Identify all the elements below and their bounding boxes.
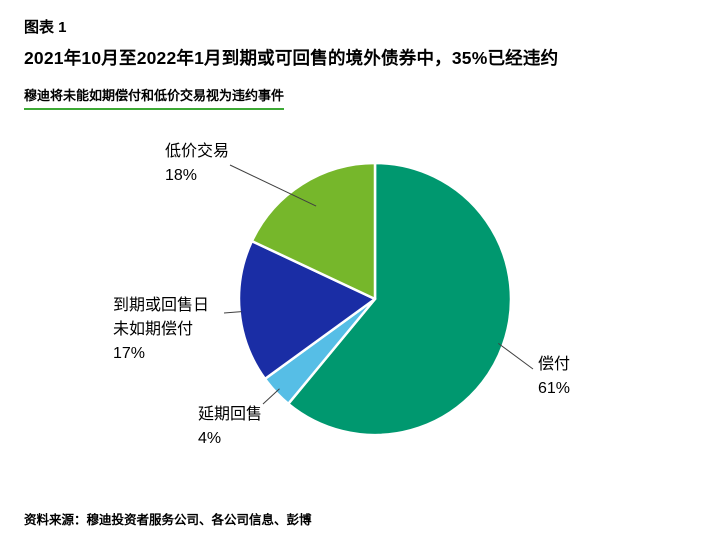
source-note: 资料来源：穆迪投资者服务公司、各公司信息、彭博	[24, 513, 312, 527]
exhibit-title: 2021年10月至2022年1月到期或可回售的境外债券中，35%已经违约	[24, 48, 559, 68]
pie-label-repaid: 偿付 61%	[538, 353, 570, 401]
leader-line	[498, 342, 534, 370]
pie-label-text: 偿付	[538, 356, 571, 373]
exhibit-header: 图表 1 2021年10月至2022年1月到期或可回售的境外债券中，35%已经违…	[24, 16, 707, 110]
pie-label-missed-payment: 到期或回售日未如期偿付 17%	[113, 294, 215, 366]
exhibit-number: 图表 1	[24, 19, 67, 36]
leader-line	[262, 388, 280, 405]
pie-label-pct: 4%	[198, 430, 222, 447]
leader-line	[229, 164, 317, 207]
pie-label-text: 延期回售	[198, 406, 263, 423]
pie-label-pct: 17%	[113, 345, 146, 362]
pie-label-pct: 61%	[538, 380, 571, 397]
pie-label-pct: 18%	[165, 167, 198, 184]
pie-slice	[250, 161, 377, 301]
pie-label-text: 到期或回售日未如期偿付	[113, 297, 210, 338]
pie-label-extended-put: 延期回售 4%	[198, 403, 262, 451]
pie-label-distressed-exchange: 低价交易 18%	[165, 140, 229, 188]
leader-line	[223, 311, 242, 314]
pie-slice	[287, 161, 513, 437]
pie-label-text: 低价交易	[165, 143, 230, 160]
exhibit-subtitle: 穆迪将未能如期偿付和低价交易视为违约事件	[24, 85, 285, 110]
